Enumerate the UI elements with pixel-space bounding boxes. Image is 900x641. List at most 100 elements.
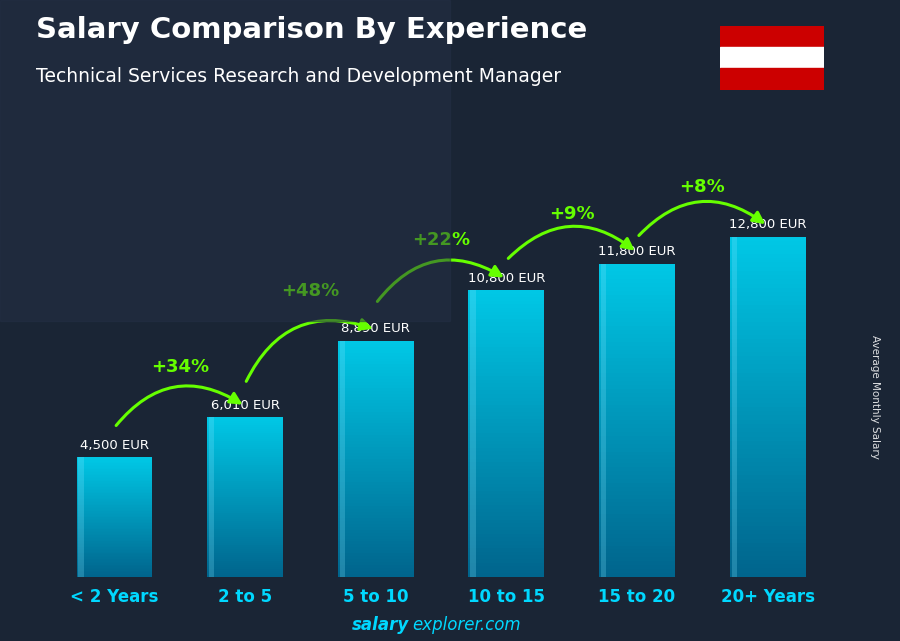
Bar <box>599 573 675 577</box>
Bar <box>599 350 675 354</box>
Bar <box>468 458 544 462</box>
Bar <box>207 481 283 483</box>
Bar <box>338 459 414 462</box>
Bar <box>599 362 675 365</box>
Bar <box>207 445 283 447</box>
Bar <box>730 569 806 572</box>
Bar <box>207 535 283 537</box>
Bar <box>599 530 675 534</box>
Bar <box>338 347 414 350</box>
Bar <box>599 487 675 491</box>
Bar <box>76 502 152 504</box>
Bar <box>338 488 414 491</box>
Bar <box>468 527 544 530</box>
Bar <box>730 279 806 284</box>
Bar <box>599 553 675 557</box>
Bar <box>468 372 544 376</box>
Bar <box>468 473 544 476</box>
Bar <box>76 467 152 468</box>
Bar <box>338 474 414 476</box>
Bar <box>599 510 675 514</box>
Bar <box>468 401 544 405</box>
Bar <box>730 377 806 381</box>
Bar <box>599 549 675 553</box>
Bar <box>207 455 283 457</box>
Bar <box>76 471 152 472</box>
Bar <box>730 462 806 467</box>
Bar <box>468 387 544 390</box>
Bar <box>207 461 283 463</box>
Bar <box>338 483 414 485</box>
Bar <box>76 526 152 528</box>
Bar <box>207 567 283 569</box>
Bar <box>468 319 544 322</box>
Bar <box>76 537 152 538</box>
Bar <box>468 548 544 552</box>
Bar <box>468 476 544 480</box>
Bar <box>599 471 675 475</box>
Bar <box>730 483 806 488</box>
Bar <box>207 475 283 477</box>
Bar <box>599 299 675 303</box>
Bar <box>730 254 806 258</box>
Bar <box>207 539 283 541</box>
Bar <box>599 460 675 463</box>
Bar <box>468 351 544 354</box>
Bar <box>599 267 675 271</box>
Bar <box>599 483 675 487</box>
Bar <box>76 462 152 463</box>
Bar <box>338 468 414 470</box>
Bar <box>76 569 152 571</box>
Bar <box>730 479 806 483</box>
Bar <box>338 544 414 547</box>
Bar <box>338 353 414 356</box>
Bar <box>599 393 675 397</box>
Bar <box>76 508 152 510</box>
Bar <box>207 471 283 473</box>
Bar <box>207 505 283 507</box>
Bar <box>720 68 824 90</box>
Text: +9%: +9% <box>549 204 595 222</box>
Bar <box>338 571 414 574</box>
Bar <box>76 544 152 545</box>
Bar <box>76 494 152 495</box>
Bar <box>730 322 806 326</box>
Bar <box>599 389 675 393</box>
Bar <box>730 492 806 496</box>
Bar <box>207 433 283 435</box>
Bar <box>730 386 806 390</box>
Bar <box>338 456 414 459</box>
Bar <box>599 428 675 432</box>
Bar <box>207 537 283 539</box>
Text: +22%: +22% <box>412 231 470 249</box>
Bar <box>338 350 414 353</box>
Text: +48%: +48% <box>281 282 339 300</box>
Bar <box>599 354 675 358</box>
Bar <box>730 513 806 517</box>
Bar <box>468 365 544 369</box>
Text: 4,500 EUR: 4,500 EUR <box>80 439 148 452</box>
Bar <box>338 420 414 424</box>
Bar <box>338 565 414 568</box>
Bar <box>599 416 675 420</box>
Bar <box>76 572 152 574</box>
Bar <box>468 354 544 358</box>
Bar <box>338 497 414 500</box>
Bar <box>338 447 414 450</box>
Bar <box>468 462 544 466</box>
Bar <box>338 503 414 506</box>
Bar <box>730 313 806 318</box>
Bar <box>730 517 806 522</box>
Bar <box>730 411 806 415</box>
Bar <box>207 557 283 559</box>
Bar <box>468 512 544 516</box>
Bar <box>76 550 152 551</box>
Bar <box>468 437 544 440</box>
Bar <box>76 528 152 529</box>
Bar <box>599 275 675 279</box>
Bar <box>76 520 152 522</box>
Bar <box>599 358 675 362</box>
Bar <box>599 456 675 460</box>
Bar <box>76 568 152 569</box>
Bar <box>76 547 152 549</box>
